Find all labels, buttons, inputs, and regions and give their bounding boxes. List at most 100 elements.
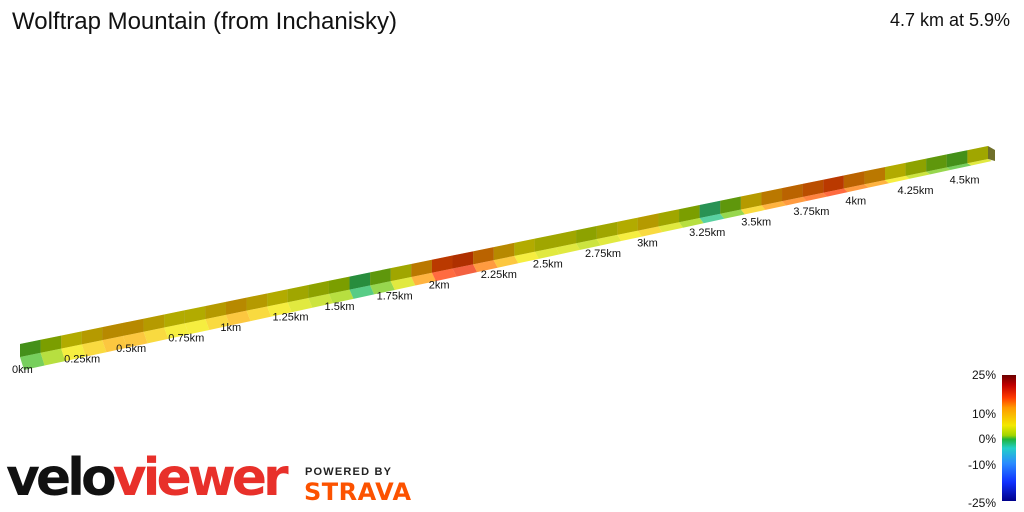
distance-tick-label: 1.25km [272,311,308,323]
distance-tick-label: 1.75km [377,290,413,302]
legend-tick-25: 25% [971,368,996,382]
profile-side-segment [637,226,663,237]
gradient-segment [926,154,947,172]
strava-logo[interactable]: STRAVA [304,478,412,506]
profile-side-segment [617,230,642,242]
profile-side-segment [287,298,313,313]
profile-side-segment [122,331,148,348]
gradient-segment [411,259,432,277]
profile-side-segment [679,217,704,228]
profile-side-segment [843,184,869,193]
profile-side-segment [864,180,890,188]
gradient-segment [81,327,103,345]
gradient-segment [720,196,741,214]
profile-side-segment [225,310,251,326]
distance-tick-label: 3km [637,238,658,250]
profile-side-segment [740,205,766,215]
gradient-segment [534,234,556,252]
profile-side-segment [720,209,745,219]
gradient-segment [864,167,886,185]
legend-tick-minus25: -25% [967,496,996,510]
gradient-segment [164,310,185,328]
gradient-segment [802,179,824,197]
distance-tick-label: 3.25km [689,227,725,239]
gradient-segment [576,226,597,244]
gradient-legend: 25% 10% 0% -10% -25% [960,368,1024,512]
legend-tick-0: 0% [978,432,996,446]
profile-side-segment [823,188,848,197]
profile-side-segment [885,175,910,184]
gradient-segment [452,251,474,269]
profile-side-segment [246,306,272,322]
profile-side-segment [349,285,375,299]
gradient-segment [205,301,226,320]
distance-tick-label: 3.75km [793,206,829,218]
profile-side-segment [267,302,292,317]
distance-tick-label: 0.5km [116,343,146,355]
profile-side-segment [782,196,807,206]
profile-side-segment [431,268,457,282]
gradient-segment [61,331,82,349]
profile-side-segment [390,276,416,290]
gradient-segment [679,204,700,223]
powered-by-label: POWERED BY [305,466,393,478]
profile-side-segment [308,293,333,308]
gradient-segment [246,293,268,311]
profile-side-segment [452,264,478,277]
gradient-segment [761,188,783,206]
profile-side-segment [328,289,354,304]
profile-side-segment [205,314,230,330]
profile-side-segment [761,201,787,210]
profile-side-segment [534,247,560,259]
distance-tick-label: 2.75km [585,248,621,260]
profile-side-segment [411,272,436,286]
gradient-segment [555,230,577,248]
gradient-segment [184,306,206,324]
gradient-segment [617,217,638,235]
distance-tick-label: 0km [12,364,33,376]
distance-tick-label: 0.25km [64,353,100,365]
gradient-segment [699,200,721,218]
logo-viewer-text: viewer [112,448,289,508]
distance-tick-label: 4.25km [898,185,934,197]
profile-side-segment [40,348,66,366]
gradient-segment [122,318,144,336]
profile-shading [20,146,988,357]
gradient-segment [20,339,41,357]
gradient-segment [473,247,494,265]
distance-tick-label: 3.5km [741,217,771,229]
distance-tick-label: 1km [220,322,241,334]
distance-tick-label: 2km [429,280,450,292]
gradient-segment [843,171,865,189]
gradient-segment [225,297,247,315]
gradient-segment [493,242,515,261]
gradient-segment [40,335,62,353]
distance-tick-label: 0.75km [168,332,204,344]
gradient-segment [740,192,762,210]
elevation-profile-3d: 0km 0.25km 0.5km 0.75km 1km 1.25km 1.5km 1.75km… [12,146,995,376]
profile-side-segment [946,163,972,170]
gradient-segment [823,175,844,193]
profile-side-segment [473,260,498,273]
distance-tick-label: 4km [845,195,866,207]
profile-side-segment [596,234,622,246]
profile-side-segment [802,192,828,202]
gradient-segment [967,146,988,164]
profile-side-segment [967,159,992,166]
gradient-segment [658,209,680,227]
gradient-segment [885,162,906,181]
veloviewer-logo[interactable]: veloviewer [6,448,296,508]
gradient-segment [287,285,309,303]
gradient-segment [596,221,618,240]
gradient-segment [782,183,803,202]
profile-side-segment [370,281,395,295]
climb-title: Wolftrap Mountain (from Inchanisky) [12,8,398,35]
distance-tick-label: 4.5km [950,174,980,186]
gradient-segment [102,322,123,341]
gradient-segment [905,158,927,176]
logo-velo-text: velo [6,448,117,508]
profile-side-segment [514,251,539,264]
gradient-segment [946,150,968,168]
profile-side-segment [493,255,519,268]
gradient-segment [390,263,412,282]
